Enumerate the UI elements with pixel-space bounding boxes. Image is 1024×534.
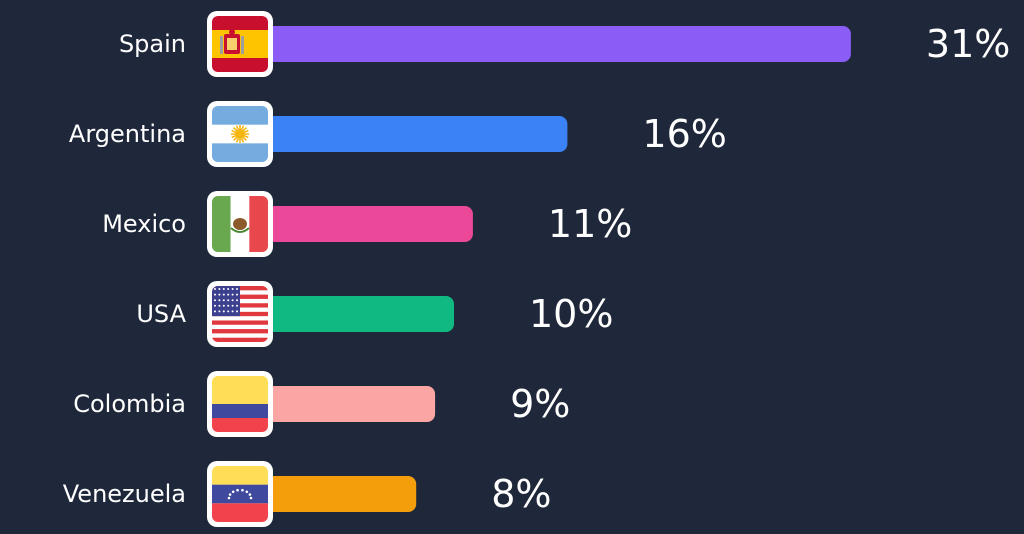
category-label: Colombia — [73, 390, 186, 418]
bar-spain — [265, 26, 851, 62]
bar-venezuela — [265, 476, 417, 512]
category-label: Mexico — [102, 210, 186, 238]
value-label: 31% — [926, 22, 1010, 66]
spain-flag-icon — [207, 11, 273, 77]
value-label: 8% — [491, 472, 551, 516]
value-label: 10% — [529, 292, 613, 336]
bar-usa — [265, 296, 454, 332]
category-label: Spain — [119, 30, 186, 58]
value-label: 11% — [548, 202, 632, 246]
venezuela-flag-icon — [207, 461, 273, 527]
value-label: 16% — [642, 112, 726, 156]
usa-flag-icon — [207, 281, 273, 347]
category-label: Venezuela — [63, 480, 186, 508]
value-label: 9% — [510, 382, 570, 426]
bar-argentina — [265, 116, 568, 152]
argentina-flag-icon — [207, 101, 273, 167]
bar-mexico — [265, 206, 473, 242]
mexico-flag-icon — [207, 191, 273, 257]
category-label: Argentina — [69, 120, 186, 148]
category-label: USA — [136, 300, 186, 328]
colombia-flag-icon — [207, 371, 273, 437]
bar-colombia — [265, 386, 436, 422]
